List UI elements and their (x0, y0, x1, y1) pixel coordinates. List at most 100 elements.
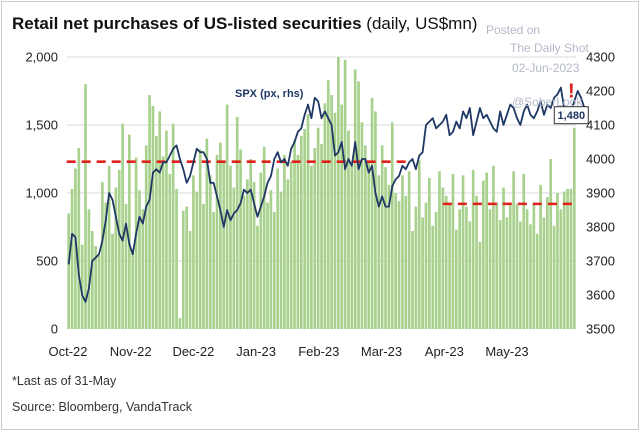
bar-series (67, 57, 576, 330)
watermark: Posted on The Daily Shot 02-Jun-2023 @So… (486, 23, 589, 109)
bar-106 (424, 202, 428, 329)
spx-line-series (67, 86, 586, 303)
bar-116 (458, 209, 462, 329)
bar-150 (572, 127, 576, 329)
bar-84 (350, 165, 354, 329)
bar-45 (219, 142, 222, 329)
bar-121 (475, 195, 478, 329)
bar-107 (428, 178, 431, 329)
bar-149 (569, 188, 573, 329)
y-axis-left: 0 500 1,000 1,500 2,000 (25, 50, 58, 337)
bar-147 (562, 191, 566, 329)
bar-1 (70, 188, 74, 329)
last-value-box (553, 106, 589, 125)
x-tick-2: Dec-22 (172, 344, 214, 359)
bar-60 (269, 190, 273, 329)
bar-24 (148, 95, 151, 329)
x-tick-4: Feb-23 (298, 344, 339, 359)
bar-118 (465, 206, 468, 329)
bar-79 (333, 112, 337, 329)
bar-40 (202, 203, 205, 329)
bar-63 (279, 191, 283, 329)
bar-87 (360, 122, 364, 329)
y-right-tick-5: 4000 (586, 152, 615, 167)
bar-126 (492, 165, 495, 329)
bar-117 (461, 175, 465, 329)
bar-140 (539, 184, 542, 329)
bar-41 (205, 138, 209, 329)
bar-3 (77, 148, 81, 329)
bar-72 (310, 165, 313, 329)
bar-128 (498, 220, 502, 329)
spx-line (67, 86, 586, 303)
x-axis: Oct-22 Nov-22 Dec-22 Jan-23 Feb-23 Mar-23 Apr-… (48, 344, 528, 359)
bar-91 (374, 111, 377, 330)
y-left-tick-0: 0 (51, 322, 58, 337)
bar-0 (67, 213, 71, 329)
exclamation-mark: ! (568, 81, 575, 103)
bar-88 (363, 145, 367, 329)
bar-7 (90, 231, 94, 329)
last-value-label: 1,480 (558, 110, 586, 122)
bar-139 (535, 233, 539, 329)
bar-141 (542, 217, 546, 329)
y-right-tick-4: 3900 (586, 186, 615, 201)
bar-51 (239, 149, 242, 329)
bar-137 (529, 224, 532, 329)
last-value-callout: 1,480 ! (553, 81, 589, 125)
x-tick-5: Mar-23 (361, 344, 402, 359)
bar-54 (249, 159, 253, 329)
bar-138 (532, 203, 536, 329)
y-right-tick-3: 3800 (586, 220, 615, 235)
bar-146 (559, 209, 563, 329)
bar-133 (515, 203, 519, 329)
bar-89 (367, 161, 371, 329)
bar-22 (141, 209, 145, 329)
bar-39 (198, 149, 202, 329)
bar-61 (272, 212, 276, 329)
chart-title-rest: (daily, US$mn) (362, 14, 478, 33)
bar-93 (380, 145, 384, 329)
bar-47 (225, 104, 229, 329)
bar-36 (188, 231, 192, 329)
footnote: *Last as of 31-May (12, 374, 117, 388)
bar-125 (488, 209, 492, 329)
bar-52 (242, 195, 246, 329)
bar-134 (519, 221, 522, 329)
bar-26 (154, 135, 158, 329)
bar-9 (97, 255, 101, 329)
bar-18 (128, 134, 131, 329)
bar-100 (404, 195, 408, 329)
bar-112 (444, 195, 448, 329)
bar-48 (229, 165, 232, 329)
bar-10 (101, 182, 104, 329)
bar-29 (165, 130, 168, 329)
bar-81 (340, 104, 344, 329)
y-left-tick-2: 1,000 (25, 186, 58, 201)
bar-120 (471, 169, 475, 329)
bar-70 (303, 129, 306, 329)
bar-16 (121, 123, 124, 329)
bar-46 (222, 160, 226, 329)
bar-6 (87, 209, 91, 329)
bar-20 (134, 157, 138, 329)
bar-58 (262, 146, 266, 329)
bar-42 (208, 175, 212, 329)
bar-132 (512, 171, 515, 329)
bar-103 (414, 206, 418, 329)
bar-108 (431, 225, 435, 329)
bar-13 (111, 233, 114, 329)
watermark-line-3: 02-Jun-2023 (512, 61, 580, 75)
bar-135 (522, 173, 526, 329)
bar-11 (104, 202, 108, 329)
bar-14 (114, 187, 118, 329)
bar-78 (330, 95, 333, 329)
bar-64 (283, 154, 286, 329)
bar-75 (320, 144, 323, 329)
bar-56 (256, 225, 259, 329)
bar-96 (390, 122, 394, 329)
bar-95 (387, 184, 391, 329)
bar-28 (161, 156, 165, 329)
bar-57 (259, 172, 263, 329)
